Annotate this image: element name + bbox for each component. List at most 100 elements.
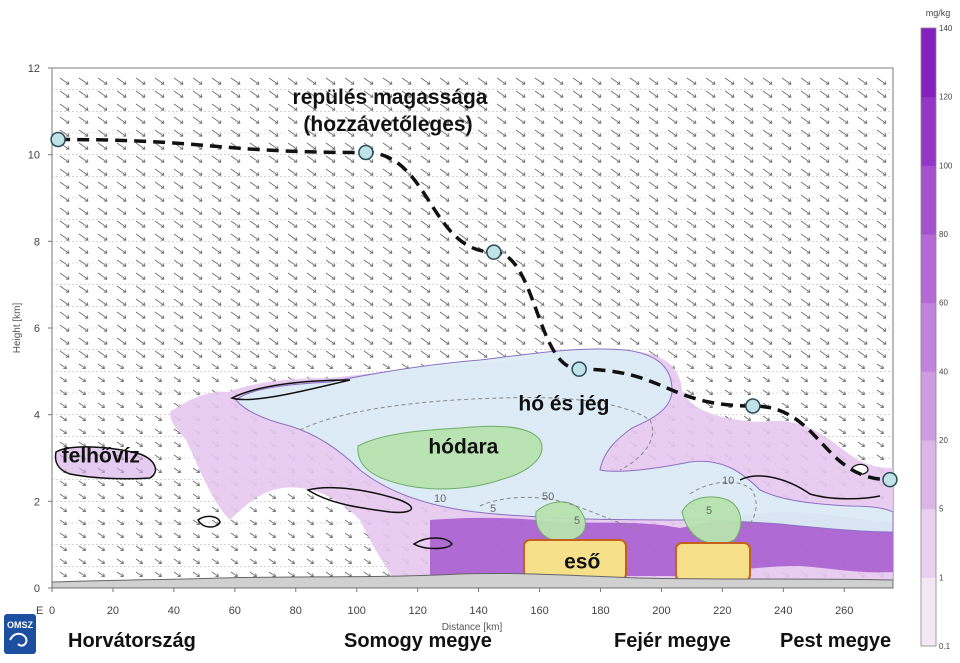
wind-arrow-head (806, 185, 811, 189)
wind-arrow-head (464, 172, 469, 176)
wind-arrow-head (882, 146, 887, 150)
wind-arrow-shaft (287, 168, 298, 176)
wind-arrow (249, 194, 260, 202)
wind-arrow-shaft (591, 168, 602, 176)
wind-arrow-head (844, 120, 849, 124)
wind-arrow (192, 77, 203, 85)
wind-arrow-head (388, 198, 393, 202)
wind-arrow (781, 220, 792, 228)
wind-arrow (211, 116, 222, 124)
wind-arrow-head (825, 185, 830, 189)
wind-arrow-shaft (306, 220, 317, 228)
wind-arrow-head (692, 146, 697, 150)
wind-arrow-shaft (705, 181, 716, 189)
wind-arrow-head (483, 94, 488, 98)
wind-arrow-shaft (819, 77, 830, 85)
wind-arrow-shaft (610, 90, 621, 98)
wind-arrow-shaft (97, 142, 108, 150)
wind-arrow-head (768, 133, 773, 137)
wind-arrow-head (122, 198, 127, 202)
wind-arrow (97, 90, 108, 98)
wind-arrow-head (65, 224, 70, 228)
wind-arrow-head (654, 211, 659, 215)
wind-arrow-head (673, 159, 678, 163)
wind-arrow (838, 116, 849, 124)
wind-arrow-head (255, 159, 260, 163)
wind-arrow-shaft (800, 77, 811, 85)
wind-arrow (534, 142, 545, 150)
wind-arrow-shaft (743, 168, 754, 176)
wind-arrow (439, 90, 450, 98)
wind-arrow (306, 142, 317, 150)
wind-arrow (154, 207, 165, 215)
wind-arrow-shaft (648, 103, 659, 111)
wind-arrow-head (464, 107, 469, 111)
wind-arrow-shaft (857, 181, 868, 189)
wind-arrow-shaft (667, 207, 678, 215)
wind-arrow-shaft (838, 220, 849, 228)
wind-arrow (344, 194, 355, 202)
wind-arrow (781, 168, 792, 176)
wind-arrow (838, 168, 849, 176)
wind-arrow-head (407, 94, 412, 98)
wind-arrow-head (844, 172, 849, 176)
wind-arrow-head (540, 146, 545, 150)
wind-arrow-shaft (857, 220, 868, 228)
wind-arrow (629, 142, 640, 150)
wind-arrow-shaft (230, 155, 241, 163)
wind-arrow-head (274, 198, 279, 202)
wind-arrow (667, 142, 678, 150)
wind-arrow (97, 129, 108, 137)
wind-arrow-head (502, 211, 507, 215)
wind-arrow-shaft (458, 103, 469, 111)
wind-arrow-head (540, 120, 545, 124)
wind-arrow (382, 181, 393, 189)
wind-arrow-shaft (572, 116, 583, 124)
wind-arrow-head (825, 81, 830, 85)
wind-arrow (743, 155, 754, 163)
wind-arrow (762, 142, 773, 150)
wind-arrow (876, 155, 887, 163)
wind-arrow-head (825, 133, 830, 137)
wind-arrow-head (521, 146, 526, 150)
wind-arrow (78, 194, 89, 202)
wind-arrow (344, 116, 355, 124)
wind-arrow (591, 194, 602, 202)
wind-arrow (192, 168, 203, 176)
wind-arrow-shaft (762, 142, 773, 150)
wind-arrow (192, 194, 203, 202)
wind-arrow-head (293, 172, 298, 176)
wind-arrow (477, 77, 488, 85)
wind-arrow-shaft (724, 142, 735, 150)
wind-arrow-head (673, 172, 678, 176)
wind-arrow (534, 103, 545, 111)
wind-arrow-head (806, 211, 811, 215)
wind-arrow-head (84, 198, 89, 202)
wind-arrow-shaft (401, 194, 412, 202)
wind-arrow-shaft (401, 181, 412, 189)
wind-arrow-shaft (781, 155, 792, 163)
wind-arrow-head (445, 107, 450, 111)
wind-arrow-head (635, 81, 640, 85)
wind-arrow (135, 155, 146, 163)
wind-arrow (534, 194, 545, 202)
wind-arrow-shaft (762, 77, 773, 85)
wind-arrow-head (730, 81, 735, 85)
wind-arrow-shaft (211, 103, 222, 111)
wind-arrow (781, 207, 792, 215)
wind-arrow-head (749, 211, 754, 215)
wind-arrow (97, 220, 108, 228)
wind-arrow-head (882, 211, 887, 215)
wind-arrow-head (388, 94, 393, 98)
wind-arrow-shaft (553, 194, 564, 202)
wind-arrow (553, 155, 564, 163)
wind-arrow-shaft (610, 194, 621, 202)
wind-arrow (496, 90, 507, 98)
wind-arrow-head (141, 146, 146, 150)
wind-arrow-shaft (306, 168, 317, 176)
wind-arrow (78, 116, 89, 124)
wind-arrow-head (825, 159, 830, 163)
wind-arrow (325, 142, 336, 150)
wind-arrow (667, 90, 678, 98)
wind-arrow (724, 129, 735, 137)
